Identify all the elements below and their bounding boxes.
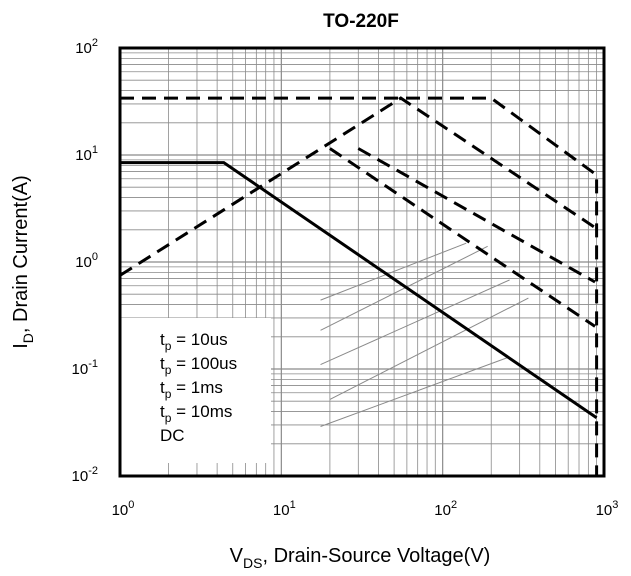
series-line-1 [119,96,596,277]
series-line-0 [120,96,599,476]
x-tick-label: 102 [434,499,457,519]
x-axis-label: VDS, Drain-Source Voltage(V) [230,545,491,571]
y-axis-label: ID, Drain Current(A) [10,175,36,349]
legend-leader-line [329,297,529,400]
legend-leader-line [320,279,510,366]
legend-entry-3: tp = 10ms [160,402,232,425]
x-tick-label: 100 [112,499,135,519]
y-tick-label: 100 [75,251,98,271]
legend-entry-1: tp = 100us [160,354,237,377]
x-tick-label: 101 [273,499,296,519]
y-tick-label: 10-2 [72,465,98,485]
legend-entry-0: tp = 10us [160,330,228,353]
tick-labels: 100 101 102 103 10-2 10-1 100 101 102 [72,37,619,519]
legend-entry-2: tp = 1ms [160,378,223,401]
y-tick-label: 102 [75,37,98,57]
series-line-3 [329,147,596,328]
y-tick-label: 101 [75,144,98,164]
legend-leader-line [320,356,510,427]
legend-leader-line [320,242,467,301]
series-lines [119,96,599,476]
series-line-2 [357,147,596,284]
x-tick-label: 103 [596,499,619,519]
legend-leader-lines [320,242,529,427]
plot-area [118,46,606,478]
legend [121,318,271,463]
grid [120,48,604,476]
series-line-4 [120,161,598,420]
legend-leader-line [320,245,488,331]
legend-entry-4: DC [160,426,185,445]
y-tick-label: 10-1 [72,358,98,378]
chart-title: TO-220F [323,11,399,32]
